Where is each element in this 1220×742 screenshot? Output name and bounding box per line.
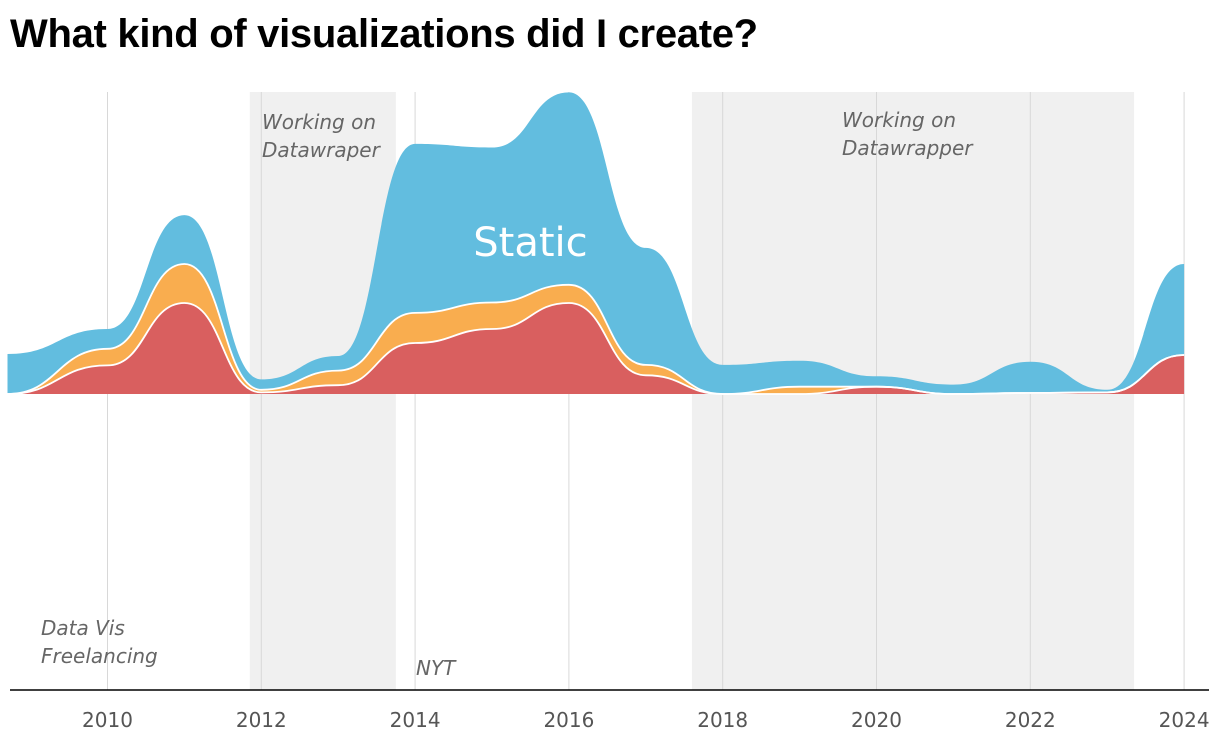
series-label-animated: Animated [449, 455, 565, 483]
stream-separator-animated [7, 263, 1185, 395]
series-label-interactive: Interactive [447, 558, 614, 594]
annotation-2-line1: Data Vis [41, 616, 125, 640]
annotation-1-line1: Working on [842, 108, 956, 132]
x-tick-label-2014: 2014 [390, 708, 441, 732]
stream-static [7, 92, 1185, 395]
x-tick-label-2012: 2012 [236, 708, 287, 732]
x-tick-label-2022: 2022 [1005, 708, 1056, 732]
annotation-1-line2: Datawrapper [842, 136, 974, 160]
annotation-0-line2: Datawraper [262, 138, 382, 162]
x-tick-label-2016: 2016 [543, 708, 594, 732]
x-tick-label-2020: 2020 [851, 708, 902, 732]
chart-title: What kind of visualizations did I create… [10, 12, 758, 56]
series-label-static: Static [473, 220, 587, 266]
stream-interactive [7, 303, 1185, 394]
annotation-0-line1: Working on [262, 110, 376, 134]
annotation-2-line2: Freelancing [41, 644, 158, 668]
x-tick-label-2024: 2024 [1159, 708, 1210, 732]
annotation-3-line1: NYT [416, 656, 457, 680]
x-tick-label-2018: 2018 [697, 708, 748, 732]
x-tick-label-2010: 2010 [82, 708, 133, 732]
